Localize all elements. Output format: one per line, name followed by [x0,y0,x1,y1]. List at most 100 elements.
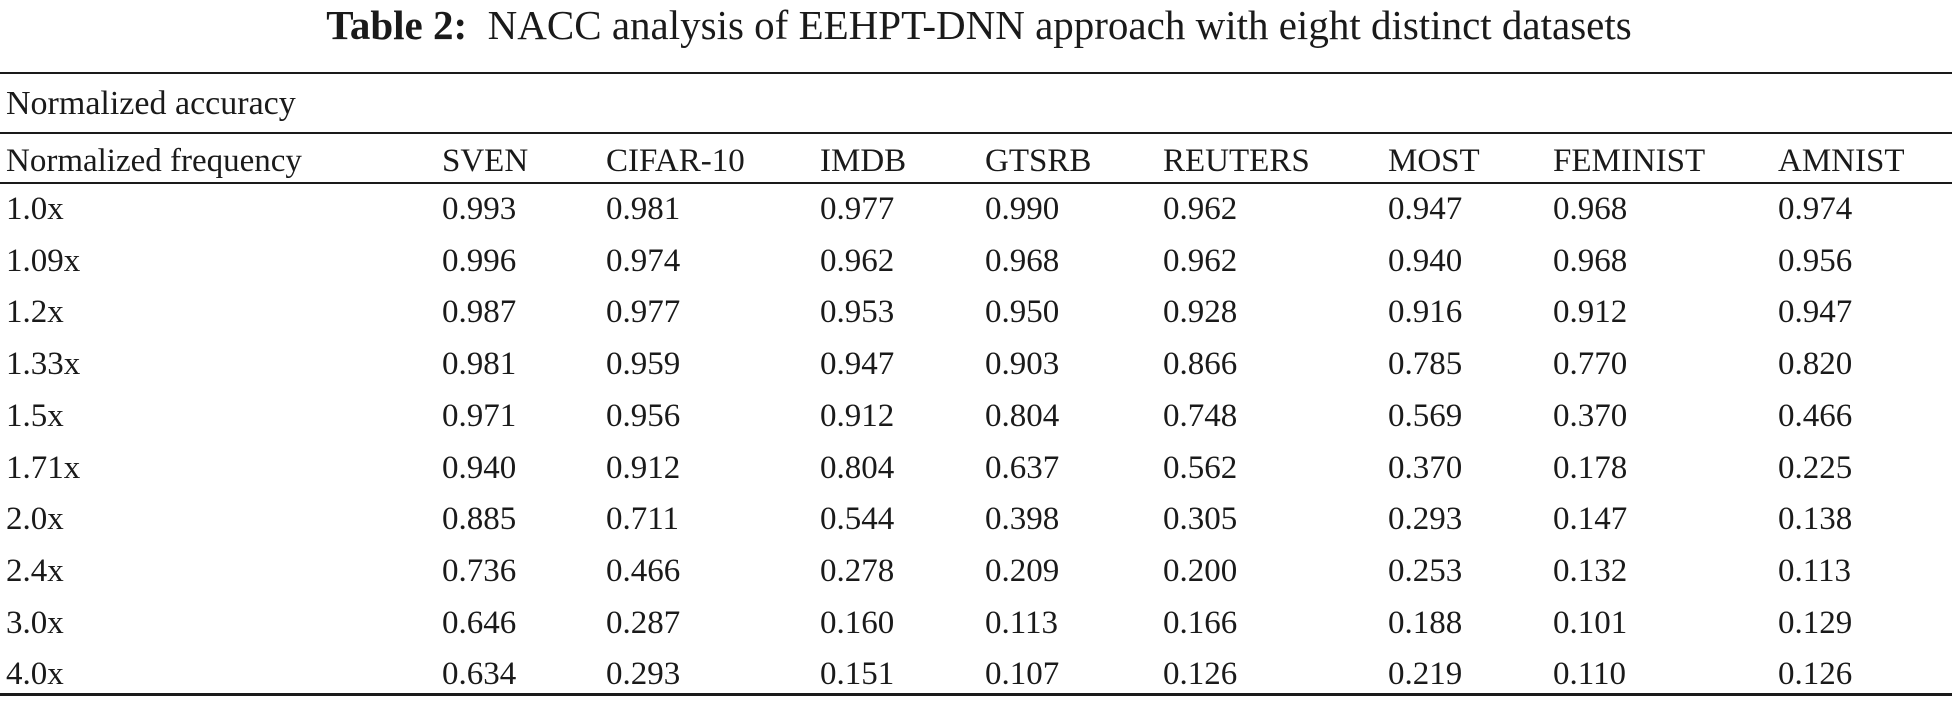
table-cell: 0.466 [606,552,681,589]
column-header: FEMINIST [1553,143,1706,179]
table-cell: 0.947 [1778,294,1853,331]
table-cell: 0.866 [1163,346,1238,383]
table-cell: 0.770 [1553,346,1628,383]
table-cell: 0.370 [1553,397,1628,434]
column-header: Normalized frequency [6,143,302,179]
table-cell: 0.959 [606,346,681,383]
table-cell: 0.804 [820,449,895,486]
table-cell: 0.126 [1778,656,1853,693]
row-header-cell: 1.5x [6,397,64,434]
table-cell: 0.916 [1388,294,1463,331]
column-header: AMNIST [1778,143,1905,179]
table-cell: 0.126 [1163,656,1238,693]
table-cell: 0.928 [1163,294,1238,331]
table-cell: 0.253 [1388,552,1463,589]
table-cell: 0.987 [442,294,517,331]
row-header-cell: 3.0x [6,604,64,641]
table-cell: 0.981 [442,346,517,383]
table-cell: 0.370 [1388,449,1463,486]
row-header-cell: 1.09x [6,242,81,279]
table-cell: 0.962 [1163,242,1238,279]
table-cell: 0.977 [820,191,895,227]
table-cell: 0.113 [1778,552,1852,589]
table-row: 2.0x 0.885 0.711 0.544 0.398 0.305 0.293 0.147 0… [0,496,1952,548]
table-cell: 0.278 [820,552,895,589]
table-row: 1.71x 0.940 0.912 0.804 0.637 0.562 0.370 0.178… [0,445,1952,497]
table-cell: 0.950 [985,294,1060,331]
column-header: SVEN [442,143,529,179]
table-cell: 0.225 [1778,449,1853,486]
table-cell: 0.293 [1388,501,1463,538]
table-cell: 0.981 [606,191,681,227]
column-header: IMDB [820,143,907,179]
table-row: 4.0x 0.634 0.293 0.151 0.107 0.126 0.219 0.110 0… [0,651,1952,703]
table-cell: 0.219 [1388,656,1463,693]
table-cell: 0.947 [1388,191,1463,227]
table-cell: 0.940 [442,449,517,486]
table-cell: 0.968 [985,242,1060,279]
table-cell: 0.129 [1778,604,1853,641]
table-cell: 0.956 [606,397,681,434]
table-cell: 0.785 [1388,346,1463,383]
table-cell: 0.947 [820,346,895,383]
table-cell: 0.107 [985,656,1060,693]
table-cell: 0.748 [1163,397,1238,434]
column-header: REUTERS [1163,143,1310,179]
table-cell: 0.160 [820,604,895,641]
table-row: 3.0x 0.646 0.287 0.160 0.113 0.166 0.188 0.101 0… [0,600,1952,652]
column-header: CIFAR-10 [606,143,745,179]
column-header: GTSRB [985,143,1092,179]
table-cell: 0.147 [1553,501,1628,538]
table-cell: 0.968 [1553,191,1628,227]
table-cell: 0.953 [820,294,895,331]
table-cell: 0.971 [442,397,517,434]
table-row: 2.4x 0.736 0.466 0.278 0.209 0.200 0.253 0.132 0… [0,548,1952,600]
table-cell: 0.820 [1778,346,1853,383]
group-header: Normalized accuracy [6,85,296,122]
table-cell: 0.138 [1778,501,1853,538]
table-cell: 0.962 [1163,191,1238,227]
row-header-cell: 1.2x [6,294,64,331]
row-header-cell: 1.33x [6,346,81,383]
column-header: MOST [1388,143,1480,179]
table-row: 1.5x 0.971 0.956 0.912 0.804 0.748 0.569 0.370 0… [0,393,1952,445]
table-cell: 0.974 [606,242,681,279]
table-cell: 0.200 [1163,552,1238,589]
table-cell: 0.962 [820,242,895,279]
table-cell: 0.287 [606,604,681,641]
row-header-cell: 2.4x [6,552,64,589]
header-rule [0,182,1952,184]
table-cell: 0.398 [985,501,1060,538]
table-cell: 0.293 [606,656,681,693]
table-cell: 0.634 [442,656,517,693]
table-cell: 0.544 [820,501,895,538]
table-cell: 0.996 [442,242,517,279]
table-cell: 0.912 [606,449,681,486]
table-row: 1.33x 0.981 0.959 0.947 0.903 0.866 0.785 0.770… [0,341,1952,393]
table-cell: 0.974 [1778,191,1853,227]
caption-text: NACC analysis of EEHPT-DNN approach with… [487,2,1632,48]
table-cell: 0.466 [1778,397,1853,434]
table-cell: 0.912 [820,397,895,434]
row-header-cell: 2.0x [6,501,64,538]
table-cell: 0.903 [985,346,1060,383]
table-cell: 0.562 [1163,449,1238,486]
table-cell: 0.178 [1553,449,1628,486]
table-cell: 0.990 [985,191,1060,227]
table-row: 1.09x 0.996 0.974 0.962 0.968 0.962 0.940 0.968… [0,238,1952,290]
table-bottom-rule [0,693,1952,696]
table-cell: 0.637 [985,449,1060,486]
table-cell: 0.885 [442,501,517,538]
table-row: 1.2x 0.987 0.977 0.953 0.950 0.928 0.916 0.912 0… [0,289,1952,341]
row-header-cell: 1.0x [6,191,64,227]
table-cell: 0.804 [985,397,1060,434]
table-cell: 0.209 [985,552,1060,589]
table-cell: 0.940 [1388,242,1463,279]
table-cell: 0.993 [442,191,517,227]
table-top-rule [0,72,1952,74]
table-cell: 0.151 [820,656,895,693]
row-header-cell: 1.71x [6,449,81,486]
table-cell: 0.569 [1388,397,1463,434]
caption-label: Table 2: [326,2,468,48]
table-cell: 0.110 [1553,656,1627,693]
